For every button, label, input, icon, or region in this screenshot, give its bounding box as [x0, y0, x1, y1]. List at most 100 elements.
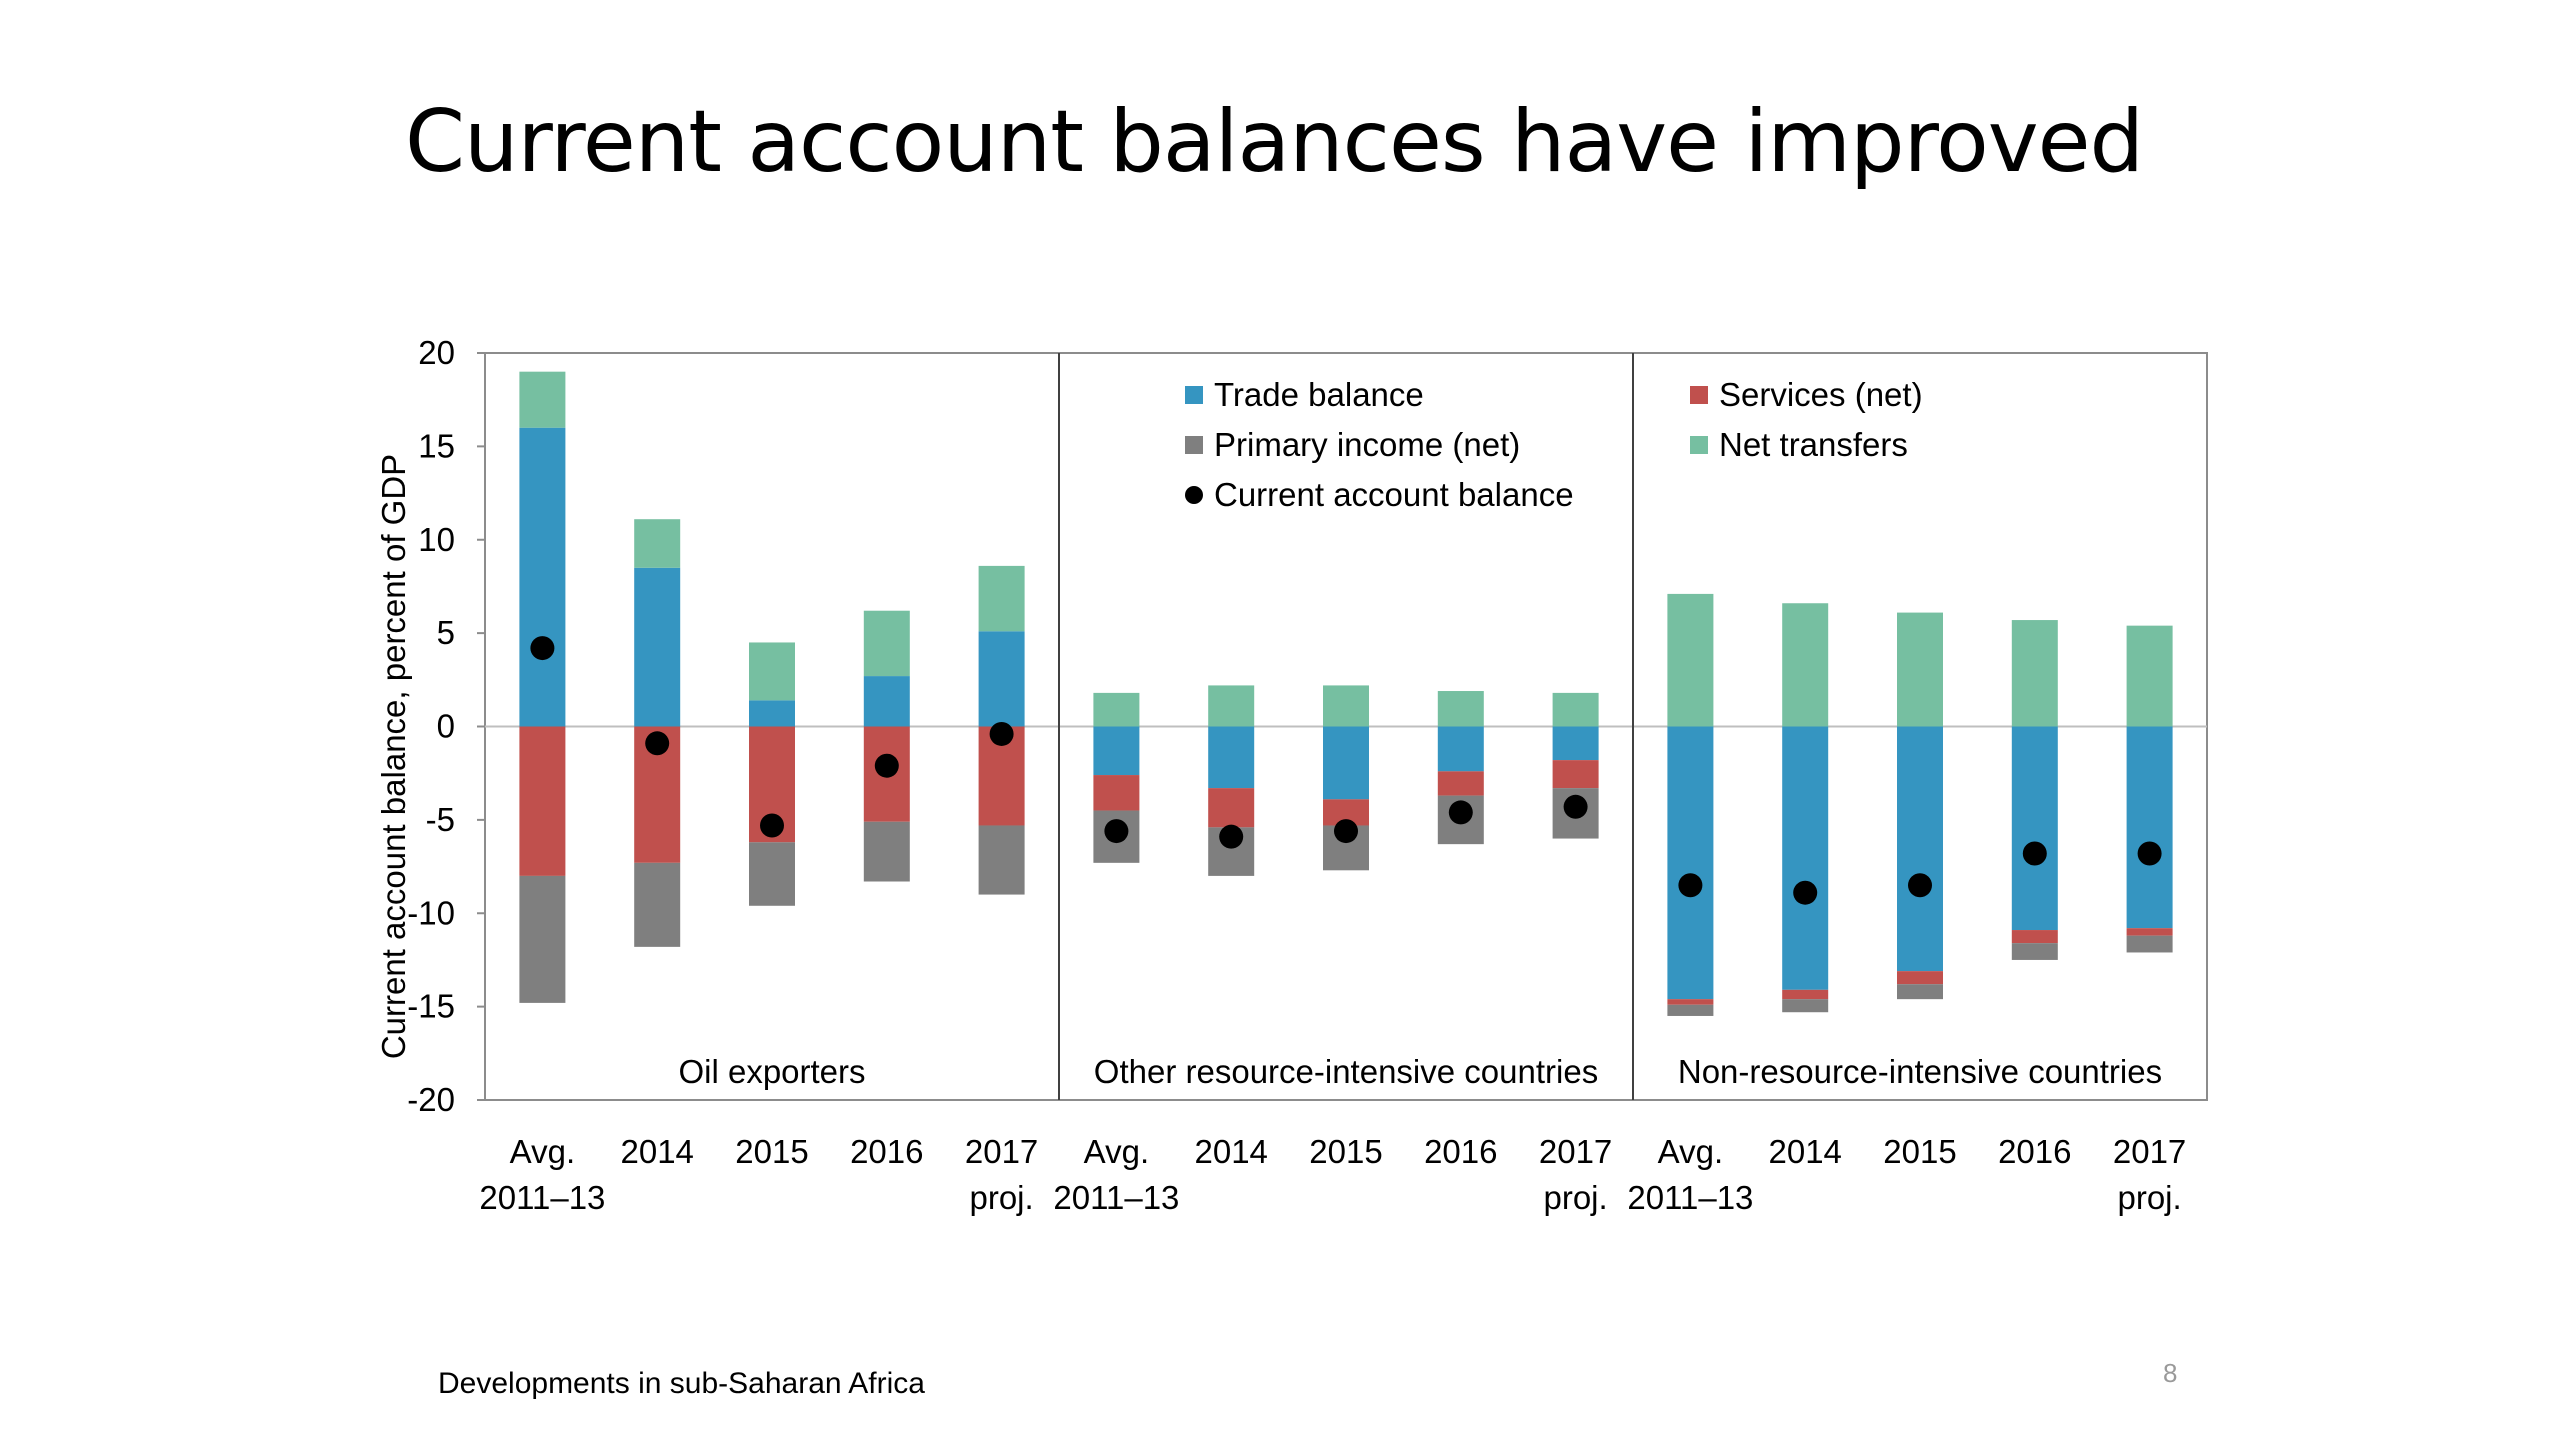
bar-transfers — [1782, 603, 1829, 727]
bar-transfers — [1667, 593, 1714, 727]
y-tick-label: 20 — [418, 334, 455, 371]
bar-transfers — [863, 610, 910, 677]
bar-transfers — [1208, 685, 1255, 727]
x-tick-label: Avg. — [510, 1133, 575, 1170]
y-tick-label: -15 — [407, 988, 455, 1025]
page-number: 8 — [2163, 1358, 2178, 1388]
legend-marker-ca — [1185, 486, 1203, 504]
x-tick-label: 2011–13 — [1627, 1179, 1753, 1216]
x-tick-label: 2011–13 — [479, 1179, 605, 1216]
bar-trade — [519, 427, 566, 727]
bar-trade — [749, 700, 795, 727]
x-tick-label: proj. — [2117, 1179, 2181, 1216]
panel-label: Non-resource-intensive countries — [1678, 1053, 2162, 1090]
ca-point — [1793, 880, 1818, 905]
bar-trade — [634, 567, 681, 727]
ca-point — [645, 731, 670, 756]
y-axis-label: Current account balance, percent of GDP — [375, 454, 412, 1059]
x-tick-label: 2017 — [2113, 1133, 2186, 1170]
bar-primary — [749, 842, 795, 906]
bar-primary — [1782, 999, 1829, 1013]
bar-services — [2126, 928, 2173, 936]
bar-transfers — [1093, 692, 1140, 727]
bar-services — [1552, 760, 1599, 789]
bar-trade — [2126, 726, 2173, 929]
bar-trade — [1093, 726, 1140, 776]
x-tick-label: proj. — [1543, 1179, 1607, 1216]
bar-services — [2011, 930, 2058, 944]
ca-point — [1334, 819, 1358, 844]
ca-point — [760, 813, 784, 838]
bar-services — [1093, 775, 1140, 811]
bar-transfers — [749, 642, 795, 701]
legend-marker-services — [1690, 386, 1708, 404]
ca-point — [1678, 873, 1703, 898]
bar-transfers — [1323, 685, 1369, 727]
x-tick-label: 2014 — [1768, 1133, 1841, 1170]
ca-point — [874, 753, 899, 778]
bar-trade — [1208, 726, 1255, 789]
bar-transfers — [2011, 620, 2058, 727]
y-tick-label: -10 — [407, 894, 455, 931]
legend-marker-transfers — [1690, 436, 1708, 454]
x-tick-label: 2014 — [1194, 1133, 1267, 1170]
bar-trade — [1897, 726, 1943, 972]
bar-transfers — [1552, 692, 1599, 727]
legend-label-transfers: Net transfers — [1719, 426, 1908, 463]
bar-trade — [978, 631, 1025, 727]
legend-label-primary: Primary income (net) — [1214, 426, 1520, 463]
x-tick-label: Avg. — [1084, 1133, 1149, 1170]
bar-services — [519, 726, 566, 876]
bar-transfers — [1897, 612, 1943, 727]
bar-primary — [519, 875, 566, 1003]
x-tick-label: Avg. — [1658, 1133, 1723, 1170]
x-tick-label: 2015 — [1883, 1133, 1956, 1170]
ca-point — [989, 721, 1014, 746]
y-tick-label: -5 — [426, 801, 455, 838]
panel-label: Other resource-intensive countries — [1094, 1053, 1598, 1090]
y-tick-label: -20 — [407, 1081, 455, 1118]
ca-point — [1104, 819, 1129, 844]
bar-trade — [863, 676, 910, 727]
ca-point — [1448, 800, 1473, 825]
ca-point — [1908, 873, 1932, 898]
panel-label: Oil exporters — [678, 1053, 865, 1090]
bar-services — [1782, 989, 1829, 1000]
legend-label-services: Services (net) — [1719, 376, 1923, 413]
bar-services — [1208, 788, 1255, 828]
x-tick-label: 2015 — [735, 1133, 808, 1170]
y-tick-label: 10 — [418, 521, 455, 558]
x-tick-label: 2017 — [965, 1133, 1038, 1170]
x-tick-label: 2016 — [1424, 1133, 1497, 1170]
x-tick-label: 2015 — [1309, 1133, 1382, 1170]
bar-trade — [1667, 726, 1714, 1000]
y-tick-label: 5 — [437, 614, 455, 651]
bar-primary — [1897, 984, 1943, 1000]
ca-point — [1563, 794, 1588, 819]
legend-marker-trade — [1185, 386, 1203, 404]
bar-trade — [1552, 726, 1599, 761]
legend-marker-primary — [1185, 436, 1203, 454]
ca-point — [530, 636, 555, 661]
ca-point — [2137, 841, 2162, 866]
bar-transfers — [634, 519, 681, 568]
y-tick-label: 15 — [418, 427, 455, 464]
bar-primary — [1667, 1004, 1714, 1016]
bar-services — [1897, 971, 1943, 985]
bar-primary — [2011, 943, 2058, 960]
x-tick-label: 2016 — [1998, 1133, 2071, 1170]
footer-text: Developments in sub-Saharan Africa — [438, 1367, 925, 1400]
bar-primary — [634, 862, 681, 947]
bar-transfers — [519, 371, 566, 428]
bar-trade — [1323, 726, 1369, 800]
ca-point — [2022, 841, 2047, 866]
bar-primary — [978, 825, 1025, 895]
x-tick-label: 2014 — [620, 1133, 693, 1170]
x-tick-label: 2017 — [1539, 1133, 1612, 1170]
y-tick-label: 0 — [437, 708, 455, 745]
bar-trade — [1782, 726, 1829, 990]
bar-primary — [863, 821, 910, 882]
bar-transfers — [1437, 691, 1484, 727]
